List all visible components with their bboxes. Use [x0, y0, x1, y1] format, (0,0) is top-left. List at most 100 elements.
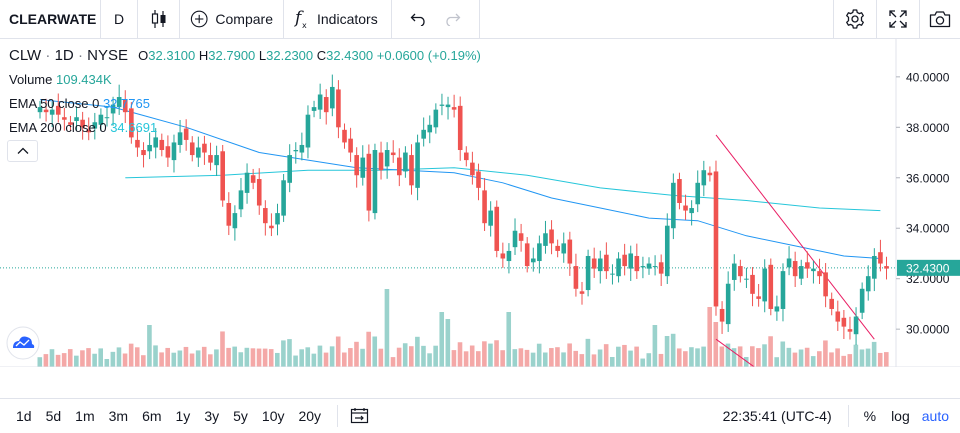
- volume-bar: [567, 343, 572, 367]
- volume-bar: [750, 346, 755, 367]
- candle-body: [872, 255, 877, 279]
- volume-bar: [238, 352, 244, 367]
- volume-bar: [829, 352, 834, 367]
- candle-body: [664, 225, 670, 277]
- candle-body: [397, 157, 402, 176]
- range-button-1m[interactable]: 1m: [75, 408, 95, 424]
- volume-bar: [865, 348, 871, 367]
- volume-bar: [683, 351, 688, 367]
- candle-body: [719, 308, 725, 322]
- low-value: 32.2300: [266, 48, 314, 63]
- candle-body: [92, 122, 98, 129]
- candle-body: [390, 152, 396, 156]
- high-label: H: [198, 48, 209, 63]
- symbol-search-button[interactable]: CLEARWATE: [0, 0, 101, 39]
- volume-bar: [61, 353, 67, 367]
- volume-bar: [731, 348, 737, 367]
- percent-toggle[interactable]: %: [863, 408, 877, 424]
- volume-bar: [220, 331, 225, 367]
- settings-button[interactable]: [834, 0, 877, 39]
- auto-toggle[interactable]: auto: [921, 408, 949, 424]
- volume-bar: [762, 344, 767, 367]
- candle-body: [756, 296, 761, 299]
- ema50-legend[interactable]: EMA 50 close 0 32.7765: [9, 96, 150, 111]
- range-button-6m[interactable]: 6m: [142, 408, 162, 424]
- volume-bar: [695, 348, 700, 367]
- candle-body: [244, 172, 250, 193]
- candle-body: [865, 276, 871, 292]
- ema200-value: 34.6691: [110, 120, 158, 135]
- candle-body: [738, 266, 743, 277]
- redo-icon[interactable]: [443, 12, 461, 26]
- candle-body: [250, 175, 256, 183]
- candle-body: [177, 132, 183, 145]
- volume-bar: [311, 353, 317, 367]
- volume-bar: [817, 351, 822, 367]
- range-button-1y[interactable]: 1y: [175, 408, 191, 424]
- ema200-legend[interactable]: EMA 200 close 0 34.6691: [9, 120, 157, 135]
- candle-body: [62, 117, 67, 120]
- volume-bar: [774, 357, 779, 367]
- interval-button[interactable]: D: [101, 0, 138, 39]
- candle-body: [360, 157, 366, 178]
- svg-text:x: x: [302, 21, 307, 30]
- volume-bar: [55, 354, 61, 367]
- candle-body: [372, 150, 378, 214]
- candle-body: [141, 150, 146, 156]
- volume-bar: [542, 352, 548, 367]
- range-button-3m[interactable]: 3m: [108, 408, 129, 424]
- candle-body: [829, 298, 834, 309]
- range-button-5d[interactable]: 5d: [45, 408, 62, 424]
- volume-bar: [415, 336, 420, 367]
- volume-bar: [177, 350, 183, 367]
- candle-body: [859, 288, 865, 313]
- compare-button[interactable]: Compare: [180, 0, 284, 39]
- volume-bar: [354, 341, 359, 367]
- volume-bar: [372, 336, 378, 367]
- candle-body: [122, 99, 128, 113]
- chart-type-button[interactable]: [138, 0, 180, 39]
- range-button-10y[interactable]: 10y: [261, 408, 285, 424]
- volume-bar: [201, 346, 207, 367]
- range-button-20y[interactable]: 20y: [298, 408, 322, 424]
- snapshot-button[interactable]: [920, 0, 960, 39]
- candle-body: [183, 128, 189, 140]
- candle-body: [470, 162, 475, 176]
- candle-body: [49, 109, 55, 115]
- candle-body: [451, 107, 457, 110]
- volume-bar: [725, 343, 731, 367]
- volume-bar: [658, 353, 664, 367]
- log-toggle[interactable]: log: [891, 408, 910, 424]
- fullscreen-button[interactable]: [877, 0, 920, 39]
- legend-ticker: CLW: [9, 47, 42, 64]
- undo-icon[interactable]: [410, 12, 428, 26]
- range-button-1d[interactable]: 1d: [16, 408, 32, 424]
- candle-body: [494, 206, 500, 251]
- volume-bar: [323, 352, 329, 367]
- candle-body: [658, 262, 664, 274]
- candles-icon: [151, 10, 165, 28]
- volume-legend[interactable]: Volume 109.434K: [9, 72, 112, 87]
- candle-body: [189, 142, 195, 156]
- volume-bar: [396, 347, 402, 367]
- calendar-range-icon[interactable]: [350, 407, 370, 425]
- candle-body: [853, 316, 859, 335]
- candle-body: [202, 143, 207, 153]
- candle-body: [622, 254, 627, 267]
- ema200-label: EMA 200 close 0: [9, 120, 107, 135]
- volume-bar: [616, 346, 621, 367]
- volume-bar: [329, 346, 335, 367]
- volume-bar: [390, 357, 396, 367]
- volume-bar: [348, 348, 353, 367]
- indicators-button[interactable]: f x Indicators: [284, 0, 392, 39]
- candle-body: [384, 150, 390, 167]
- clock-label[interactable]: 22:35:41 (UTC-4): [722, 408, 832, 424]
- candle-body: [604, 254, 609, 272]
- legend-collapse-button[interactable]: [7, 140, 38, 162]
- volume-bar: [835, 348, 840, 367]
- range-button-5y[interactable]: 5y: [233, 408, 248, 424]
- price-chart[interactable]: 30.000032.000034.000036.000038.000040.00…: [0, 39, 960, 367]
- ema200-line: [125, 167, 881, 212]
- volume-bar: [628, 350, 633, 367]
- range-button-3y[interactable]: 3y: [204, 408, 220, 424]
